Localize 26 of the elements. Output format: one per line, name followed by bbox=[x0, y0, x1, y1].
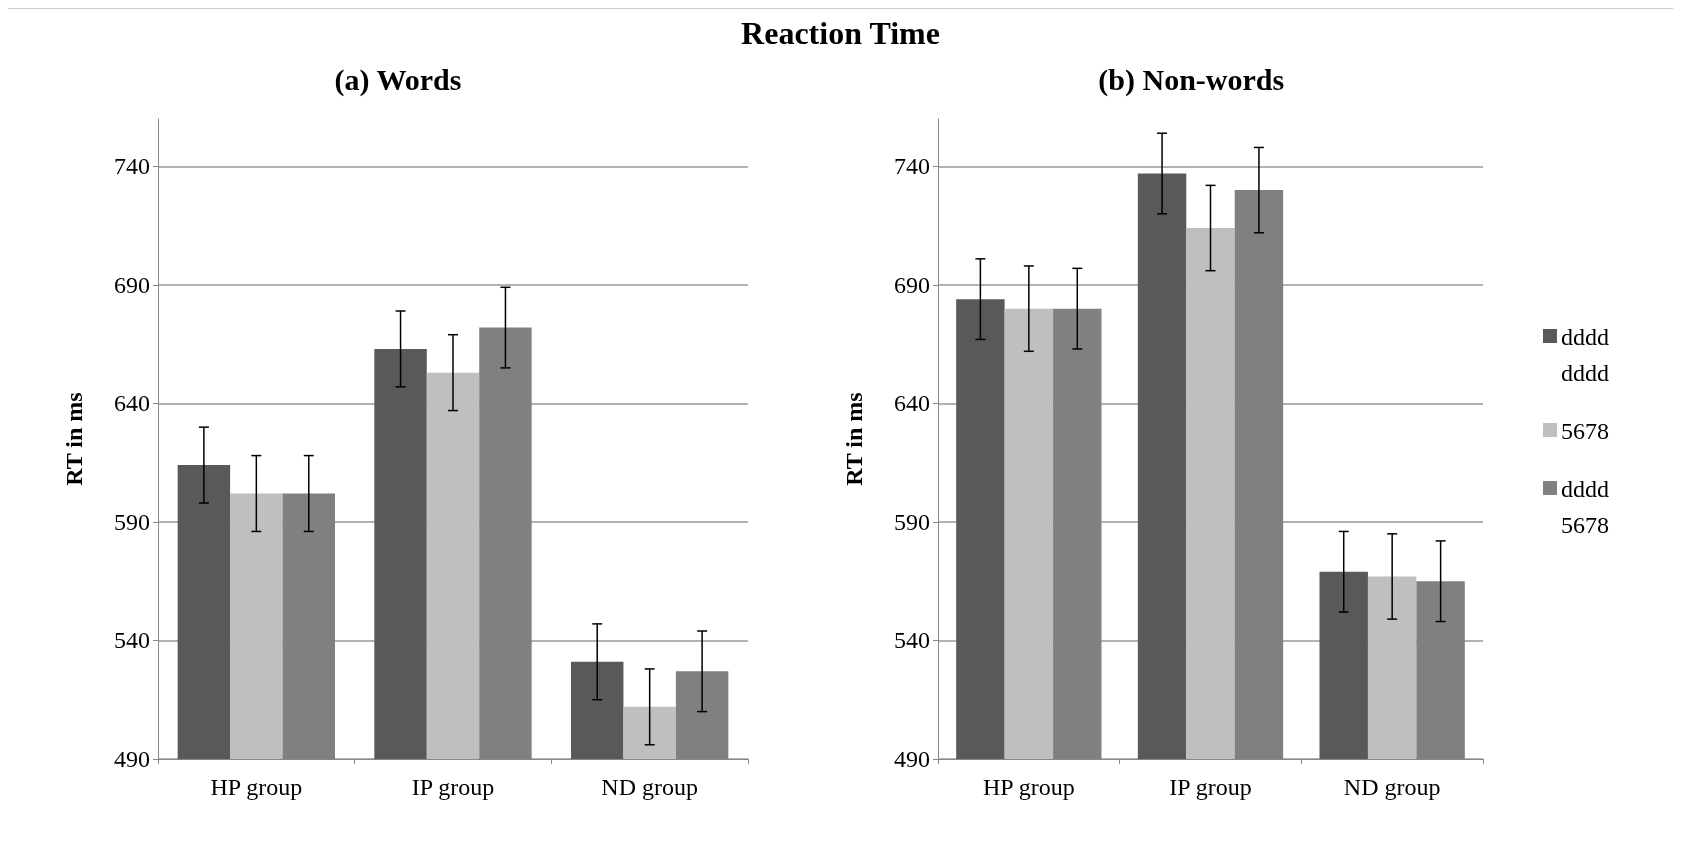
y-tick-label: 490 bbox=[114, 746, 150, 772]
chart-title: (b) Non-words bbox=[1098, 62, 1285, 97]
y-axis-title: RT in ms bbox=[841, 392, 867, 486]
y-tick-label: 640 bbox=[894, 390, 930, 417]
x-tick-label: HP group bbox=[982, 774, 1075, 800]
legend-label: 5678 bbox=[1561, 417, 1610, 446]
x-tick-label: IP group bbox=[411, 774, 495, 800]
y-tick-label: 590 bbox=[894, 508, 930, 535]
y-tick-label: 640 bbox=[114, 390, 150, 417]
x-tick-label: IP group bbox=[1169, 774, 1252, 800]
y-tick-label: 740 bbox=[114, 153, 150, 180]
text: Reaction Time bbox=[8, 8, 1673, 59]
y-tick-label: 690 bbox=[894, 271, 930, 298]
chart-title: (a) Words bbox=[334, 62, 462, 97]
legend-label: dddd dddd bbox=[1561, 323, 1610, 388]
y-tick-label: 740 bbox=[894, 153, 930, 180]
legend-label: dddd 5678 bbox=[1561, 475, 1610, 540]
y-axis-title: RT in ms bbox=[61, 392, 87, 486]
y-tick-label: 540 bbox=[894, 627, 930, 654]
y-tick-label: 490 bbox=[894, 746, 930, 772]
x-tick-label: ND group bbox=[1343, 774, 1441, 800]
x-tick-label: ND group bbox=[601, 774, 698, 800]
y-tick-label: 690 bbox=[114, 271, 150, 298]
x-tick-label: HP group bbox=[210, 774, 303, 800]
y-tick-label: 540 bbox=[114, 627, 150, 654]
y-tick-label: 590 bbox=[114, 508, 150, 535]
